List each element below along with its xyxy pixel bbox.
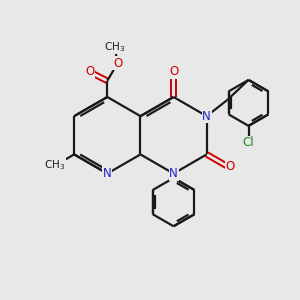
Text: CH$_3$: CH$_3$ bbox=[104, 40, 125, 54]
Text: O: O bbox=[169, 65, 178, 79]
Text: N: N bbox=[169, 167, 178, 180]
Text: N: N bbox=[103, 167, 112, 180]
Text: O: O bbox=[113, 57, 122, 70]
Text: N: N bbox=[202, 110, 211, 123]
Text: Cl: Cl bbox=[243, 136, 254, 149]
Text: O: O bbox=[225, 160, 235, 173]
Text: O: O bbox=[85, 65, 94, 79]
Text: CH$_3$: CH$_3$ bbox=[44, 159, 66, 172]
